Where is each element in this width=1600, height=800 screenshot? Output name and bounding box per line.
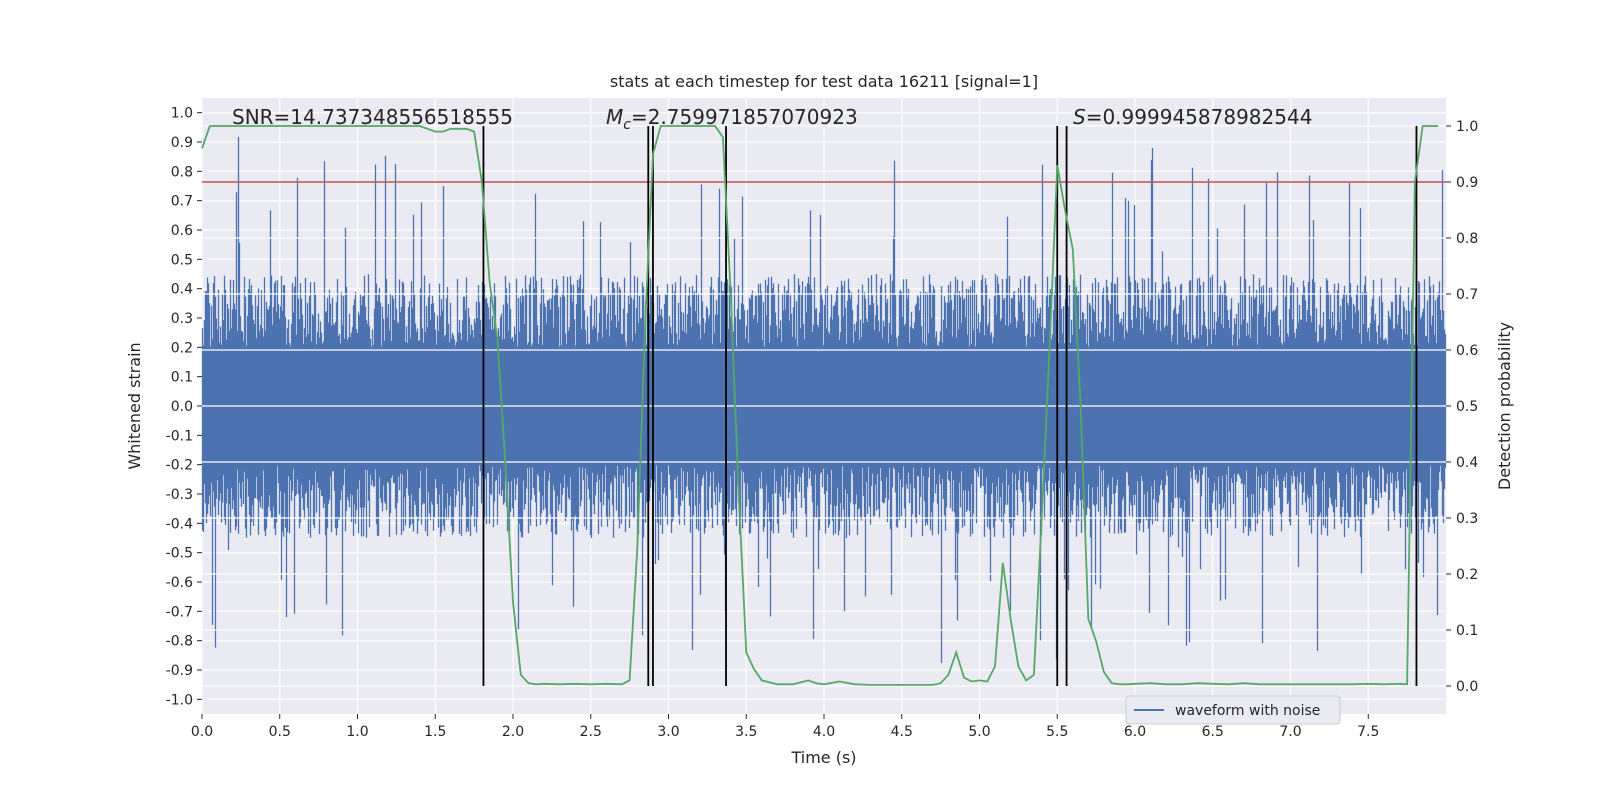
y-left-tick-label: 0.3 bbox=[171, 311, 193, 327]
y-right-tick-label: 0.3 bbox=[1456, 511, 1478, 527]
overlay-layer bbox=[201, 125, 1446, 687]
y-left-tick-label: -0.8 bbox=[166, 634, 193, 650]
x-tick-label: 7.5 bbox=[1357, 724, 1379, 740]
y-left-tick-label: 0.8 bbox=[171, 164, 193, 180]
x-tick-label: 2.5 bbox=[580, 724, 602, 740]
y-right-tick-label: 0.6 bbox=[1456, 343, 1478, 359]
legend-label: waveform with noise bbox=[1175, 703, 1320, 719]
y-left-tick-label: 0.9 bbox=[171, 135, 193, 151]
x-tick-label: 6.0 bbox=[1124, 724, 1146, 740]
s-symbol: S bbox=[1073, 105, 1086, 129]
y-left-tick-label: -0.9 bbox=[166, 663, 193, 679]
x-tick-label: 1.5 bbox=[424, 724, 446, 740]
y-left-tick-label: 0.1 bbox=[171, 370, 193, 386]
y-left-tick-label: 0.6 bbox=[171, 223, 193, 239]
mc-value: =2.759971857070923 bbox=[631, 105, 858, 129]
tick-layer: 0.0 0.5 1.0 1.5 2.0 2.5 3.0 3.5 4.0 4.5 5.0 5.5 6.0 6… bbox=[166, 106, 1479, 740]
y-right-tick-label: 0.0 bbox=[1456, 679, 1478, 695]
x-tick-label: 4.5 bbox=[891, 724, 913, 740]
y-right-tick-label: 0.8 bbox=[1456, 231, 1478, 247]
y-right-tick-label: 0.2 bbox=[1456, 567, 1478, 583]
y-right-tick-label: 0.5 bbox=[1456, 399, 1478, 415]
significance-annotation: S=0.999945878982544 bbox=[1073, 105, 1312, 129]
y-right-tick-label: 0.1 bbox=[1456, 623, 1478, 639]
detection-probability-line bbox=[201, 125, 1439, 686]
y-left-tick-label: -0.6 bbox=[166, 575, 193, 591]
y-left-tick-label: -0.2 bbox=[166, 458, 193, 474]
x-tick-label: 6.5 bbox=[1202, 724, 1224, 740]
y-right-tick-label: 1.0 bbox=[1456, 119, 1478, 135]
y-axis-label-right: Detection probability bbox=[1495, 322, 1514, 490]
y-left-tick-label: 0.2 bbox=[171, 340, 193, 356]
legend-box bbox=[1125, 695, 1341, 725]
mc-symbol: M bbox=[606, 105, 623, 129]
x-tick-label: 5.5 bbox=[1046, 724, 1068, 740]
x-tick-label: 4.0 bbox=[813, 724, 835, 740]
y-left-tick-label: 0.7 bbox=[171, 194, 193, 210]
y-left-tick-label: -0.1 bbox=[166, 428, 193, 444]
x-tick-label: 3.5 bbox=[735, 724, 757, 740]
legend: waveform with noise bbox=[1125, 695, 1341, 725]
y-axis-label-left: Whitened strain bbox=[125, 342, 144, 469]
chart-title: stats at each timestep for test data 162… bbox=[610, 72, 1038, 91]
y-left-tick-label: -0.5 bbox=[166, 546, 193, 562]
y-left-tick-label: 0.4 bbox=[171, 282, 193, 298]
y-right-tick-label: 0.9 bbox=[1456, 175, 1478, 191]
x-tick-label: 0.5 bbox=[269, 724, 291, 740]
y-right-tick-label: 0.7 bbox=[1456, 287, 1478, 303]
y-left-tick-label: -0.4 bbox=[166, 516, 193, 532]
x-tick-label: 3.0 bbox=[657, 724, 679, 740]
x-tick-label: 0.0 bbox=[191, 724, 213, 740]
x-axis-label: Time (s) bbox=[790, 748, 856, 767]
y-left-tick-label: -0.7 bbox=[166, 604, 193, 620]
waveform-series bbox=[201, 136, 1447, 663]
y-left-tick-label: -1.0 bbox=[166, 692, 193, 708]
x-tick-label: 2.0 bbox=[502, 724, 524, 740]
x-tick-label: 1.0 bbox=[346, 724, 368, 740]
y-left-tick-label: -0.3 bbox=[166, 487, 193, 503]
x-tick-label: 7.0 bbox=[1279, 724, 1301, 740]
waveform-noise-path bbox=[201, 136, 1447, 663]
snr-annotation: SNR=14.737348556518555 bbox=[232, 105, 513, 129]
y-left-tick-label: 1.0 bbox=[171, 106, 193, 122]
y-left-tick-label: 0.0 bbox=[171, 399, 193, 415]
mc-subscript: c bbox=[623, 117, 631, 133]
y-left-tick-label: 0.5 bbox=[171, 252, 193, 268]
s-value: =0.999945878982544 bbox=[1086, 105, 1313, 129]
y-right-tick-label: 0.4 bbox=[1456, 455, 1478, 471]
x-tick-label: 5.0 bbox=[968, 724, 990, 740]
chirp-mass-annotation: Mc=2.759971857070923 bbox=[606, 105, 858, 133]
